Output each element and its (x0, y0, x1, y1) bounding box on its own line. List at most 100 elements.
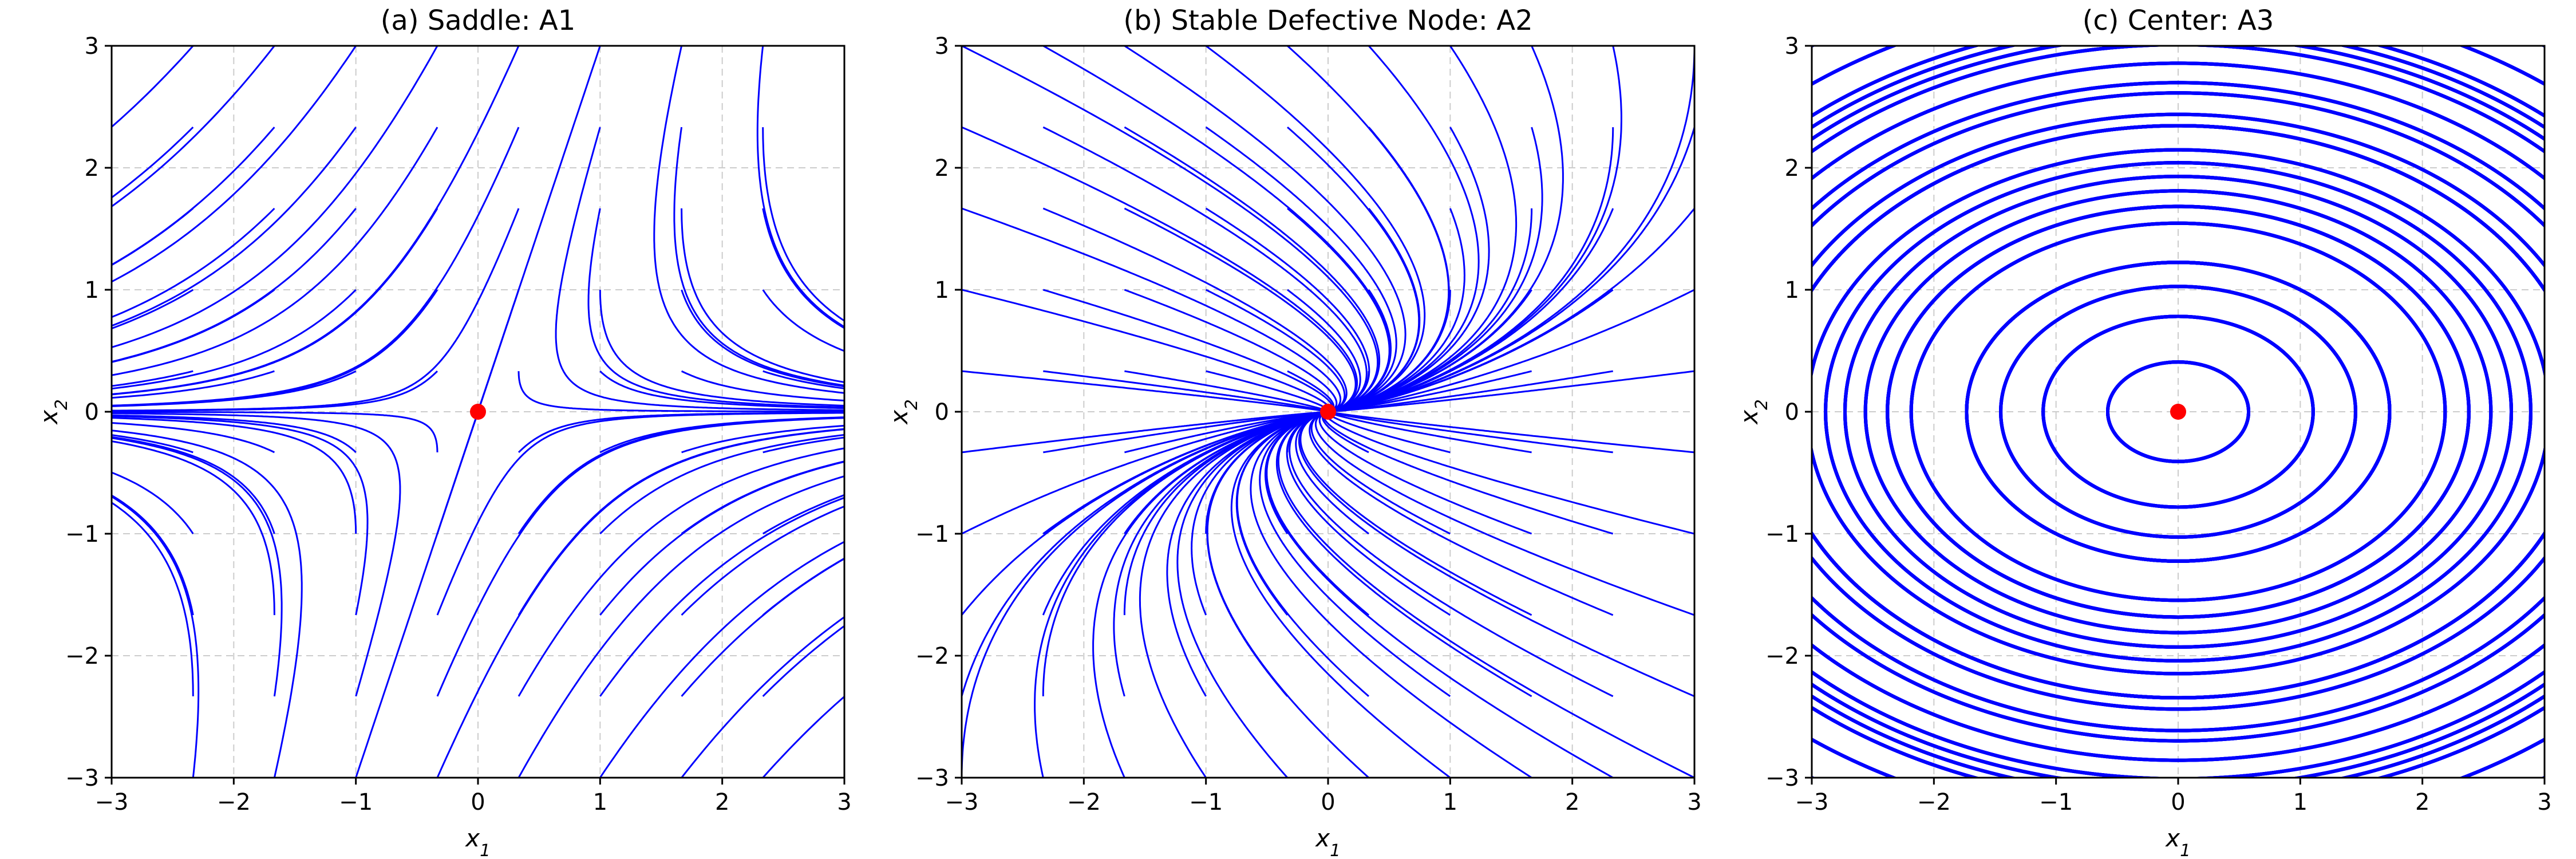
x-tick-label: 0 (1321, 789, 1335, 815)
trajectory-line (1298, 412, 1694, 698)
y-tick-label: 1 (85, 277, 99, 304)
trajectory-line (112, 46, 520, 395)
panel-center: (c) Center: A3 x1 x2 −3 −2 −1 0 1 2 3 −3 −2 −1 0 1 2… (1735, 5, 2552, 859)
x-tick-label: −1 (1189, 789, 1223, 815)
x-tick-label: 2 (2415, 789, 2429, 815)
x-tick-label: 2 (1565, 789, 1579, 815)
x-axis-label: x1 (2164, 824, 2191, 859)
trajectory-line (1812, 46, 2545, 778)
trajectory-line (599, 434, 844, 535)
trajectory-line (1812, 46, 2545, 778)
x-tick-label: 2 (715, 789, 729, 815)
y-tick-label: 0 (1785, 399, 1799, 425)
y-tick-label: 3 (85, 33, 99, 60)
panel-title: (b) Stable Defective Node: A2 (1123, 5, 1532, 37)
y-tick-label: −3 (65, 765, 99, 791)
trajectory-line (1314, 412, 1694, 616)
trajectory-line (681, 370, 844, 402)
x-tick-label: 0 (471, 789, 485, 815)
trajectory-line (112, 495, 200, 778)
trajectory-line (599, 289, 844, 407)
trajectory-line (112, 411, 438, 452)
trajectory-line (112, 440, 275, 616)
trajectory-line (112, 127, 357, 327)
trajectory-line (112, 421, 275, 454)
trajectory-line (112, 127, 520, 407)
panel-title: (a) Saddle: A1 (381, 5, 576, 37)
trajectory-line (1909, 221, 2447, 602)
trajectory-line (112, 370, 357, 407)
y-tick-label: 0 (85, 399, 99, 425)
panel-saddle: (a) Saddle: A1 x1 x2 −3 −2 −1 0 1 2 3 −3 −2 −1 0 1 2… (35, 5, 852, 859)
trajectory-line (112, 46, 438, 348)
equilibrium-point (1320, 404, 1336, 420)
trajectories (112, 46, 844, 778)
trajectory-line (112, 289, 357, 390)
trajectory-line (587, 208, 844, 408)
y-tick-label: −1 (1765, 521, 1799, 547)
x-tick-label: −3 (95, 789, 129, 815)
y-tick-label: 2 (85, 155, 99, 182)
y-tick-label: −2 (915, 643, 949, 669)
trajectory-line (112, 208, 520, 412)
trajectory-line (112, 415, 369, 616)
trajectory-line (112, 414, 357, 453)
y-tick-label: 1 (935, 277, 949, 304)
x-tick-label: 1 (2293, 789, 2308, 815)
trajectory-line (1886, 204, 2471, 619)
trajectory-line (112, 436, 275, 534)
equilibrium-point (470, 404, 486, 420)
x-tick-label: 3 (837, 789, 851, 815)
trajectory-line (599, 371, 844, 409)
y-tick-label: 3 (1785, 33, 1799, 60)
trajectory-line (1812, 81, 2545, 743)
x-tick-label: −2 (1917, 789, 1951, 815)
trajectory-line (1812, 91, 2545, 732)
y-tick-label: 0 (935, 399, 949, 425)
x-tick-label: −1 (339, 789, 373, 815)
x-axis-label: x1 (1314, 824, 1341, 859)
y-tick-label: −3 (915, 765, 949, 791)
y-axis-label: x2 (1735, 399, 1771, 425)
trajectory-line (1843, 175, 2513, 649)
y-tick-label: −2 (1765, 643, 1799, 669)
x-tick-label: −3 (945, 789, 979, 815)
x-tick-label: 3 (2537, 789, 2551, 815)
trajectory-line (1812, 61, 2545, 762)
trajectory-line (1965, 261, 2392, 563)
trajectories (1812, 46, 2545, 778)
x-tick-label: −2 (1067, 789, 1101, 815)
trajectory-line (1812, 148, 2545, 676)
equilibrium-point (2170, 404, 2186, 420)
trajectory-line (2041, 314, 2315, 509)
x-axis-label: x1 (464, 824, 491, 859)
y-axis-label: x2 (885, 399, 921, 425)
trajectory-line (599, 497, 844, 697)
trajectory-line (1342, 46, 1694, 411)
trajectory-line (653, 46, 844, 394)
trajectory-line (756, 46, 844, 328)
trajectory-line (599, 416, 844, 454)
y-axis-label: x2 (35, 399, 71, 425)
trajectory-line (1812, 112, 2545, 711)
trajectory-line (112, 127, 438, 376)
trajectory-line (1863, 189, 2493, 635)
x-tick-label: 1 (1443, 789, 1457, 815)
trajectory-line (517, 447, 844, 697)
trajectory-line (517, 416, 844, 534)
panel-stable-defective-node: (b) Stable Defective Node: A2 x1 x2 −3 −2… (885, 5, 1702, 859)
trajectory-line (517, 371, 844, 413)
x-tick-label: −1 (2039, 789, 2073, 815)
trajectory-line (673, 127, 844, 387)
trajectory-line (2106, 360, 2250, 463)
trajectory-line (112, 207, 357, 363)
trajectory-line (555, 127, 844, 411)
trajectory-line (1812, 124, 2545, 700)
trajectory-line (517, 428, 844, 616)
x-tick-label: 1 (593, 789, 607, 815)
y-tick-label: −3 (1765, 765, 1799, 791)
trajectory-line (112, 371, 438, 412)
trajectory-line (112, 437, 283, 697)
trajectory-line (112, 412, 401, 697)
